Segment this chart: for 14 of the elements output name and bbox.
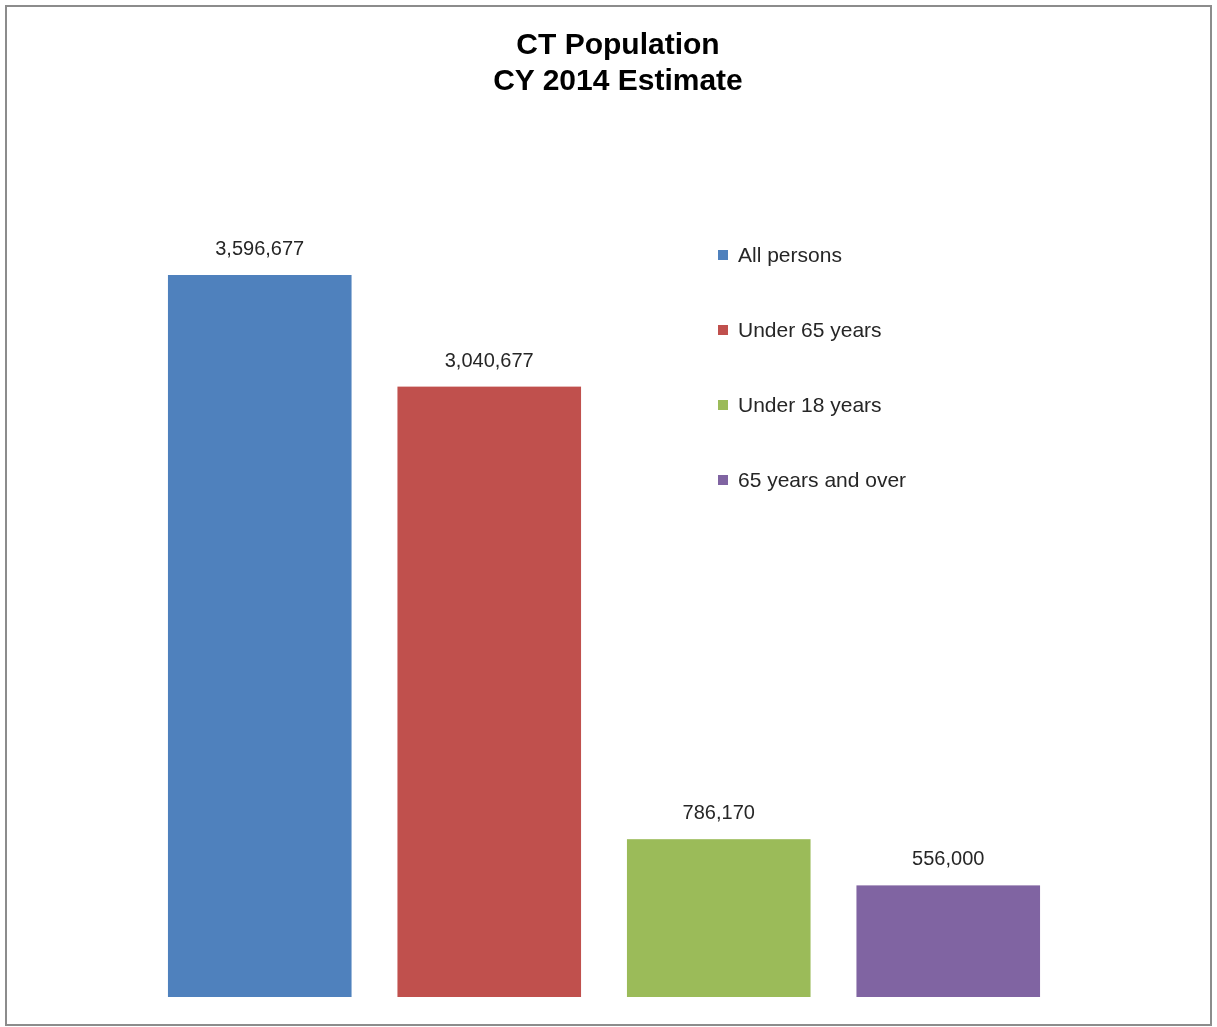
bar — [167, 275, 352, 997]
legend-label: 65 years and over — [738, 468, 907, 491]
bar — [397, 386, 582, 997]
chart-title: CT Population — [516, 27, 720, 60]
data-label: 3,596,677 — [215, 237, 305, 259]
legend-label: Under 65 years — [738, 318, 882, 341]
chart-subtitle: CY 2014 Estimate — [493, 63, 743, 96]
data-label: 3,040,677 — [444, 348, 534, 371]
bar — [856, 885, 1041, 997]
bar — [626, 839, 811, 997]
legend-label: All persons — [738, 243, 842, 266]
data-label: 786,170 — [682, 801, 755, 824]
legend-label: Under 18 years — [738, 393, 882, 416]
data-label: 556,000 — [912, 847, 985, 870]
